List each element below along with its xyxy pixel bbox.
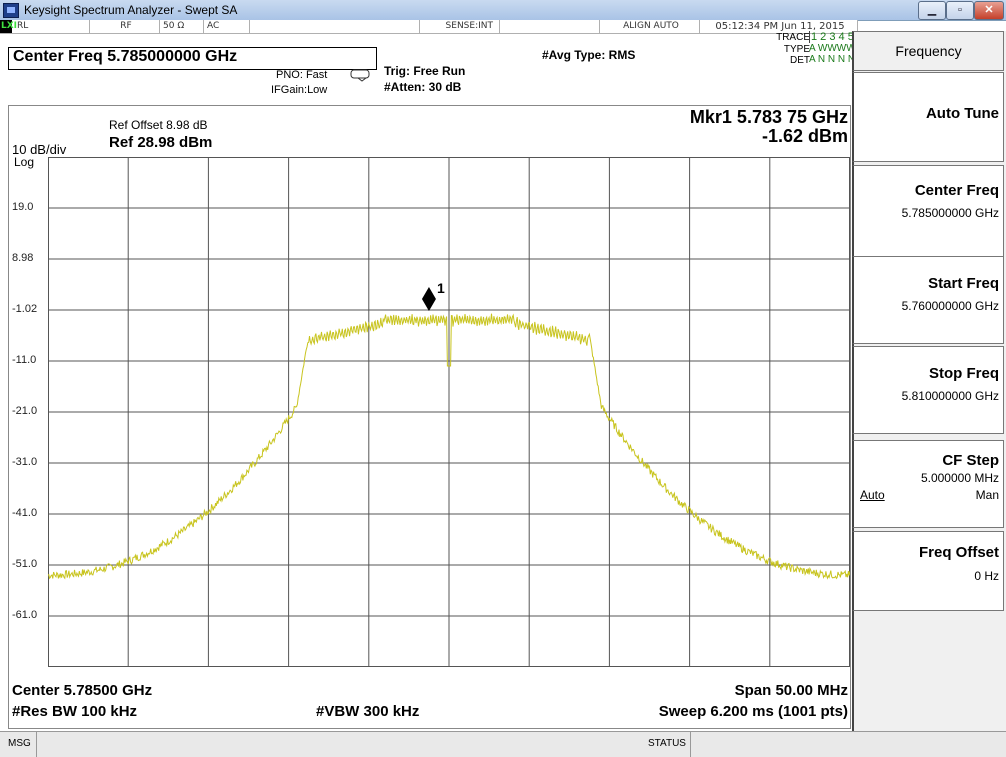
cf-step-key-value: 5.000000 MHz (920, 471, 999, 485)
cf-step-man-option[interactable]: Man (975, 488, 999, 502)
scale-readout: 10 dB/div (12, 142, 67, 157)
start-freq-key-label: Start Freq (928, 275, 999, 292)
stop-freq-button[interactable]: Stop Freq 5.810000000 GHz (852, 346, 1004, 434)
type-values: A WWWWW (809, 43, 866, 54)
freq-offset-button[interactable]: Freq Offset 0 Hz (852, 531, 1004, 611)
marker-number: 1 (437, 280, 445, 296)
auto-tune-label: Auto Tune (925, 105, 999, 122)
spectrum-plot[interactable]: 1 (48, 157, 850, 667)
menu-title: Frequency (895, 43, 962, 59)
plot-frame (8, 105, 851, 729)
trigger-readout: Trig: Free Run (384, 64, 466, 78)
cf-step-key-label: CF Step (942, 452, 999, 469)
center-freq-button[interactable]: Center Freq 5.785000000 GHz (852, 165, 1004, 265)
window-title-bar[interactable]: Keysight Spectrum Analyzer - Swept SA ▁ … (0, 0, 1006, 21)
marker-1[interactable]: 1 (421, 280, 445, 312)
status-strip: LXI RL RF 50 Ω AC SENSE:INT ALIGN AUTO 0… (0, 20, 858, 34)
cf-step-button[interactable]: CF Step 5.000000 MHz Auto Man (852, 440, 1004, 528)
y-tick-label: -31.0 (12, 456, 38, 468)
y-tick-label: -11.0 (12, 354, 37, 366)
stop-freq-key-value: 5.810000000 GHz (901, 389, 999, 403)
status-spacer-2 (500, 20, 600, 33)
avg-type-readout: #Avg Type: RMS (542, 48, 636, 62)
y-tick-label: -51.0 (12, 558, 38, 570)
align-indicator: ALIGN AUTO (600, 20, 700, 33)
plot-grid (48, 157, 850, 667)
ifgain-readout: IFGain:Low (271, 84, 328, 96)
msg-divider (36, 732, 37, 757)
y-tick-label: -41.0 (12, 507, 38, 519)
msg-label: MSG (8, 738, 31, 749)
det-values: A N N N N N (809, 54, 866, 65)
rl-indicator: RL (14, 20, 90, 33)
rf-indicator: RF (90, 20, 160, 33)
close-button[interactable]: ✕ (974, 1, 1004, 20)
type-label: TYPE (783, 44, 810, 55)
menu-title-key: Frequency (852, 31, 1004, 71)
cf-step-auto-option[interactable]: Auto (860, 488, 885, 502)
window-title: Keysight Spectrum Analyzer - Swept SA (24, 3, 238, 17)
status-spacer-1 (250, 20, 420, 33)
trace-values: 1 2 3 4 5 6 (809, 31, 863, 43)
ref-level-readout: Ref 28.98 dBm (109, 134, 213, 151)
freq-offset-key-value: 0 Hz (974, 569, 999, 583)
datetime: 05:12:34 PM Jun 11, 2015 (700, 20, 858, 33)
sweep-readout: Sweep 6.200 ms (1001 pts) (658, 703, 848, 720)
lxi-indicator: LXI (0, 20, 18, 33)
status-label: STATUS (648, 738, 686, 749)
minimize-button[interactable]: ▁ (918, 1, 946, 20)
status-divider (690, 732, 691, 757)
trace-label: TRACE (776, 32, 810, 43)
start-freq-button[interactable]: Start Freq 5.760000000 GHz (852, 256, 1004, 344)
y-tick-label: -21.0 (12, 405, 38, 417)
stop-freq-key-label: Stop Freq (929, 365, 999, 382)
app-icon (3, 3, 19, 18)
message-bar: MSG STATUS (0, 731, 1006, 757)
vbw-readout: #VBW 300 kHz (316, 703, 420, 720)
impedance-indicator: 50 Ω (160, 20, 204, 33)
center-freq-key-label: Center Freq (914, 182, 999, 199)
auto-tune-button[interactable]: Auto Tune (852, 72, 1004, 162)
coupling-indicator: AC (204, 20, 250, 33)
y-tick-label: 19.0 (12, 201, 34, 213)
atten-readout: #Atten: 30 dB (384, 80, 462, 94)
y-tick-label: -1.02 (12, 303, 38, 315)
center-readout: Center 5.78500 GHz (12, 682, 153, 699)
marker-freq-readout: Mkr1 5.783 75 GHz (689, 107, 848, 127)
center-freq-readout: Center Freq 5.785000000 GHz (13, 48, 238, 65)
center-freq-box[interactable]: Center Freq 5.785000000 GHz (8, 47, 377, 70)
start-freq-key-value: 5.760000000 GHz (901, 299, 999, 313)
marker-amp-readout: -1.62 dBm (761, 126, 848, 146)
sense-indicator: SENSE:INT (420, 20, 500, 33)
scale-type: Log (14, 155, 35, 169)
span-readout: Span 50.00 MHz (734, 682, 848, 699)
rbw-readout: #Res BW 100 kHz (12, 703, 138, 720)
det-label: DET (790, 55, 810, 66)
pno-toggle-icon (350, 69, 370, 82)
freq-offset-key-label: Freq Offset (918, 544, 999, 561)
maximize-button[interactable]: ▫ (946, 1, 974, 20)
spectrum-trace (48, 313, 850, 580)
center-freq-key-value: 5.785000000 GHz (901, 206, 999, 220)
y-tick-label: -61.0 (12, 609, 38, 621)
y-tick-label: 8.98 (12, 252, 34, 264)
ref-offset-readout: Ref Offset 8.98 dB (109, 118, 208, 132)
pno-readout: PNO: Fast (276, 69, 328, 81)
marker-diamond-icon (421, 287, 436, 312)
